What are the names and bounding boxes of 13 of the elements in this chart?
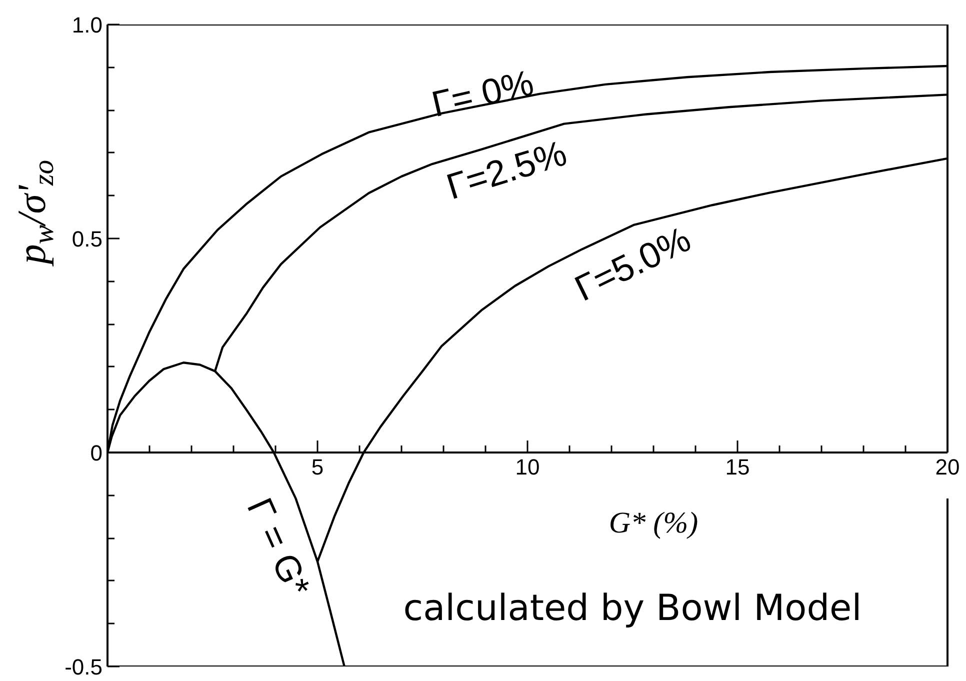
text: Γ= 0% <box>428 62 538 125</box>
annotation: calculated by Bowl Model <box>403 588 862 630</box>
x-tick-label: 10 <box>515 454 540 480</box>
x-tick-label: 15 <box>725 454 750 480</box>
y-tick-label: 0 <box>90 440 103 466</box>
y-tick-label: 1.0 <box>72 12 103 38</box>
x-axis-title: G* (%) <box>608 506 698 540</box>
text: Γ = G* <box>239 492 319 602</box>
x-tick-label: 20 <box>935 454 960 480</box>
y-tick-label: 0.5 <box>72 226 103 252</box>
x-tick-label: 5 <box>311 454 324 480</box>
text: Γ=2.5% <box>442 132 572 208</box>
y-tick-label: -0.5 <box>64 654 103 680</box>
